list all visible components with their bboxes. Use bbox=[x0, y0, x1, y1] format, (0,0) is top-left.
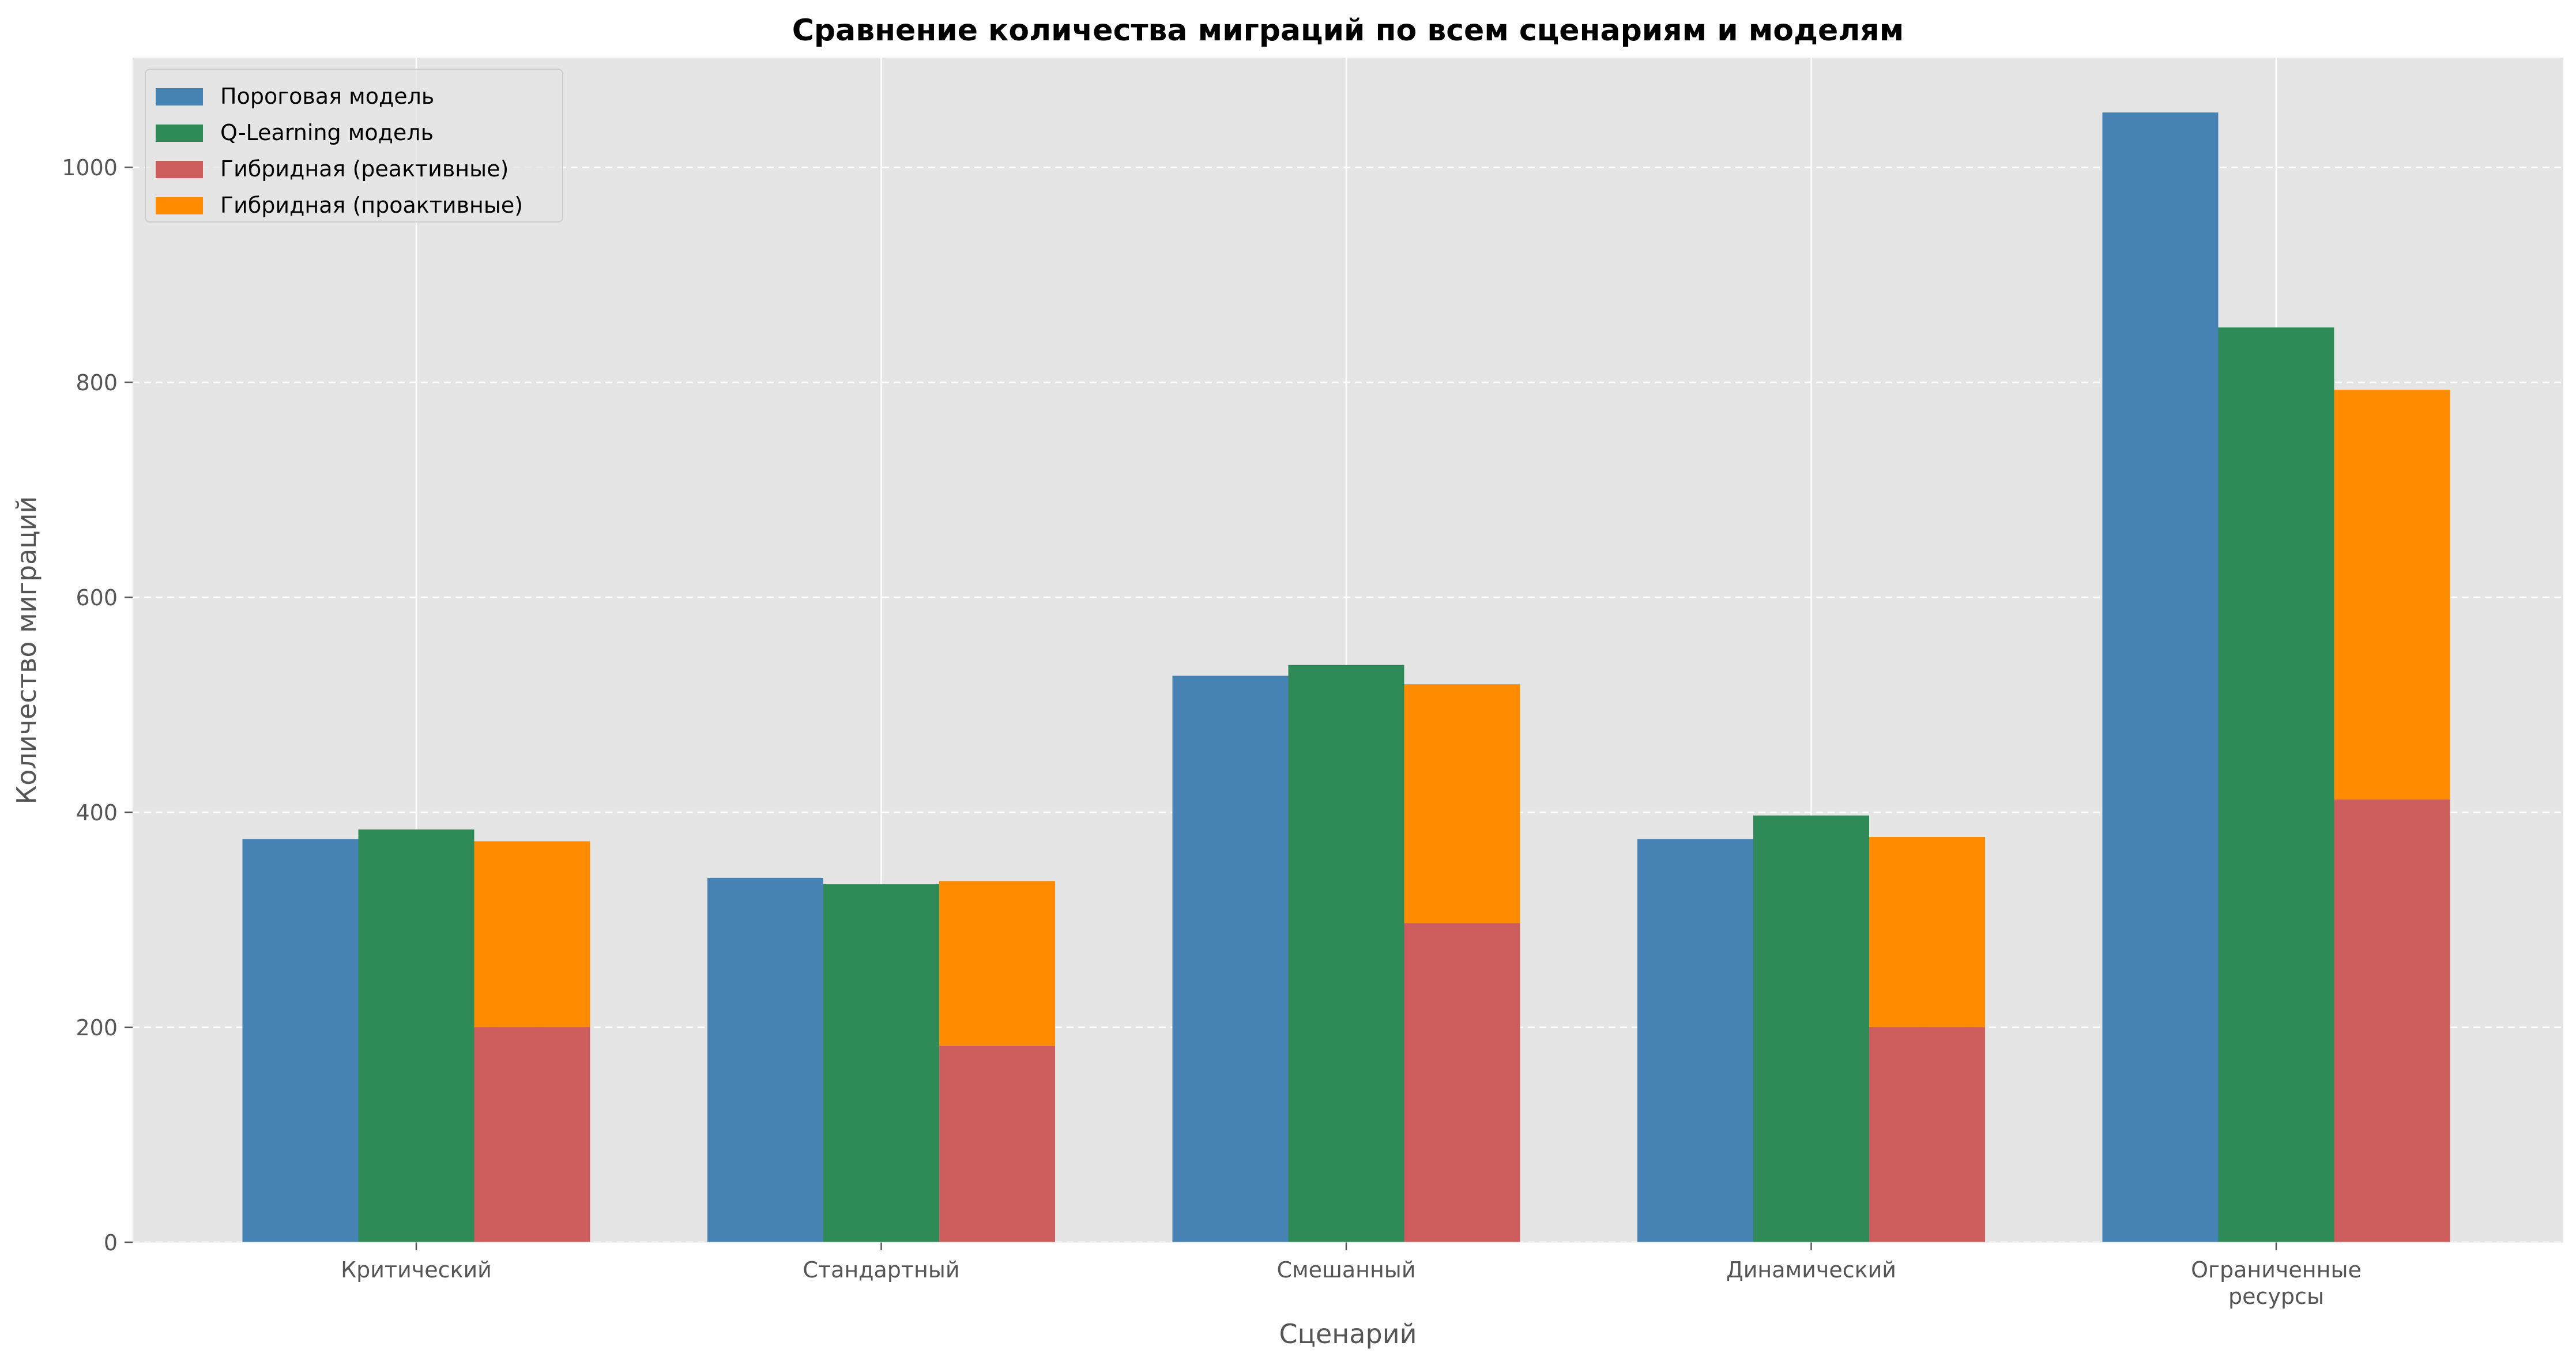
y-tick-label: 800 bbox=[76, 370, 118, 395]
y-axis-label: Количество миграций bbox=[11, 496, 42, 805]
bar-threshold bbox=[1172, 676, 1289, 1242]
legend-label: Пороговая модель bbox=[220, 84, 434, 109]
bar-hybrid-reactive bbox=[2334, 799, 2450, 1242]
x-tick-label: Стандартный bbox=[803, 1257, 959, 1283]
bar-q-learning bbox=[2218, 327, 2334, 1242]
x-axis-label: Сценарий bbox=[1279, 1318, 1417, 1349]
bar-hybrid-proactive bbox=[2334, 390, 2450, 800]
axes-layer: 0 200 400 600 800 1000 Критический Стандартный С… bbox=[62, 155, 2563, 1309]
bar-hybrid-proactive bbox=[939, 881, 1055, 1046]
bar-q-learning bbox=[358, 829, 474, 1242]
bar-threshold bbox=[707, 877, 823, 1242]
bar-q-learning bbox=[823, 884, 939, 1242]
bar-hybrid-reactive bbox=[474, 1027, 590, 1242]
x-tick-label: Критический bbox=[341, 1257, 492, 1283]
bar-hybrid-reactive bbox=[939, 1045, 1055, 1242]
y-tick-label: 0 bbox=[104, 1230, 118, 1255]
bar-q-learning bbox=[1753, 815, 1869, 1242]
legend-label: Q-Learning модель bbox=[220, 120, 434, 145]
legend-label: Гибридная (реактивные) bbox=[220, 156, 509, 182]
y-tick-label: 600 bbox=[76, 585, 118, 610]
bar-threshold bbox=[242, 839, 359, 1242]
legend-label: Гибридная (проактивные) bbox=[220, 193, 523, 218]
x-tick-label: ресурсы bbox=[2228, 1284, 2324, 1309]
y-tick-label: 1000 bbox=[62, 155, 118, 180]
bar-hybrid-proactive bbox=[1404, 684, 1520, 923]
bar-hybrid-reactive bbox=[1404, 923, 1520, 1242]
bar-hybrid-proactive bbox=[1869, 836, 1985, 1028]
legend-swatch bbox=[156, 161, 203, 178]
bar-threshold bbox=[2102, 112, 2219, 1242]
chart-title: Сравнение количества миграций по всем сц… bbox=[792, 13, 1904, 48]
legend-swatch bbox=[156, 88, 203, 105]
bar-q-learning bbox=[1288, 665, 1404, 1242]
bar-hybrid-reactive bbox=[1869, 1027, 1985, 1242]
legend-swatch bbox=[156, 125, 203, 142]
bar-threshold bbox=[1637, 839, 1753, 1242]
legend: Пороговая модель Q-Learning модель Гибридн… bbox=[145, 69, 563, 223]
x-tick-label: Динамический bbox=[1726, 1257, 1896, 1283]
x-tick-label: Ограниченные bbox=[2191, 1257, 2362, 1283]
bars-layer bbox=[242, 112, 2450, 1242]
x-tick-label: Смешанный bbox=[1276, 1257, 1415, 1283]
y-tick-label: 200 bbox=[76, 1015, 118, 1040]
legend-swatch bbox=[156, 197, 203, 214]
legend-box bbox=[145, 69, 563, 223]
y-tick-label: 400 bbox=[76, 800, 118, 825]
bar-hybrid-proactive bbox=[474, 841, 590, 1028]
